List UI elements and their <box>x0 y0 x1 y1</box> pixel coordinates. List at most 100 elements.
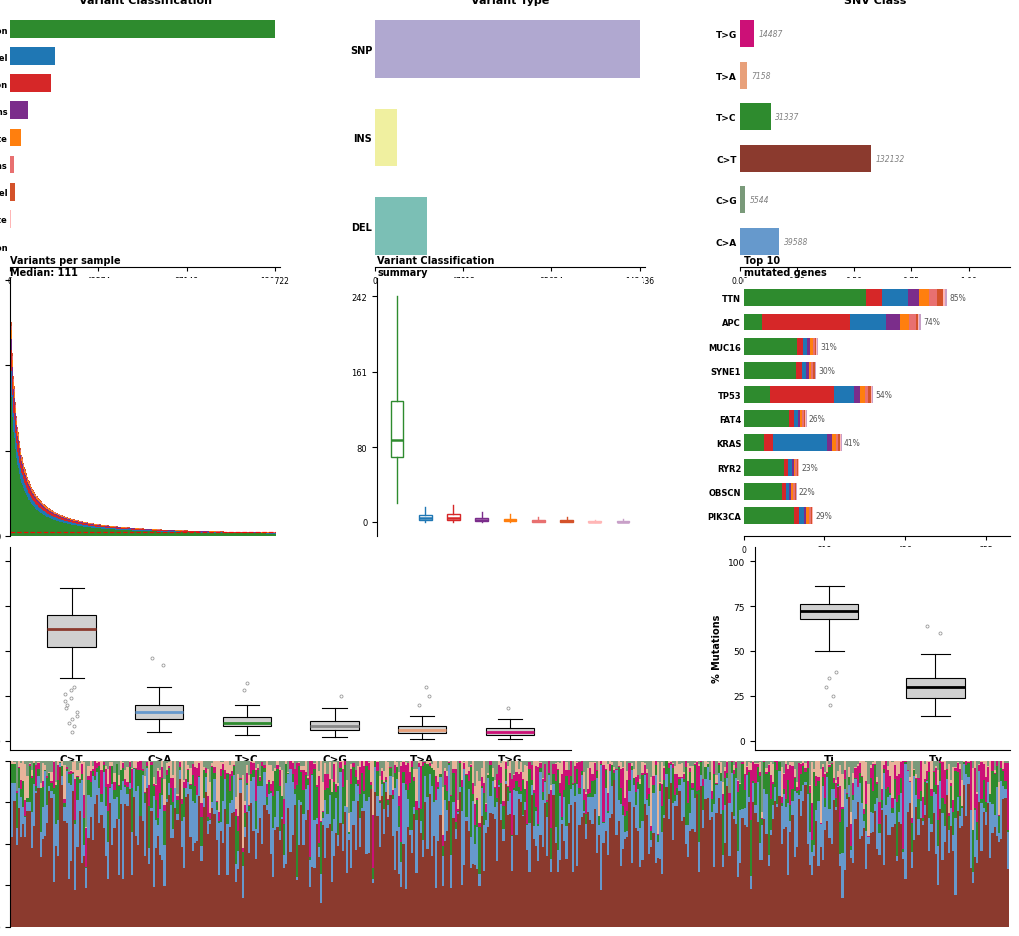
Bar <box>105 761 107 767</box>
Bar <box>554 765 556 781</box>
Bar <box>654 863 656 927</box>
Bar <box>549 872 552 927</box>
Bar <box>105 767 107 768</box>
Bar <box>22 825 24 927</box>
Bar <box>387 762 389 799</box>
Bar <box>222 718 271 726</box>
Bar <box>691 761 693 766</box>
Bar <box>74 761 76 780</box>
Bar <box>552 761 554 764</box>
Bar <box>995 787 997 837</box>
Bar <box>399 762 403 767</box>
Bar <box>620 805 622 866</box>
Bar <box>693 761 695 763</box>
Bar <box>908 314 915 331</box>
Bar <box>737 781 739 792</box>
Bar <box>291 763 293 774</box>
Bar <box>250 762 253 774</box>
Text: 54%: 54% <box>874 390 892 400</box>
Bar <box>582 812 585 927</box>
Bar <box>534 807 537 811</box>
Bar <box>782 773 785 774</box>
Bar <box>604 770 606 788</box>
Bar <box>716 766 719 773</box>
Bar <box>128 789 130 927</box>
Bar <box>291 836 293 927</box>
Bar <box>146 788 148 927</box>
Bar <box>664 761 666 775</box>
Bar <box>180 798 182 804</box>
Bar <box>810 763 812 803</box>
Bar <box>504 781 506 783</box>
Bar <box>984 761 986 777</box>
Bar <box>313 764 315 768</box>
Bar <box>341 852 343 927</box>
Bar <box>988 794 990 802</box>
Bar <box>226 761 228 773</box>
Bar <box>265 761 267 784</box>
Bar <box>117 785 120 786</box>
Bar <box>816 782 819 801</box>
Bar <box>393 766 395 773</box>
Bar <box>952 851 954 927</box>
Bar <box>422 841 424 857</box>
Bar <box>103 761 105 762</box>
Bar <box>48 773 50 786</box>
Bar <box>754 765 756 783</box>
Bar <box>140 816 142 927</box>
Bar <box>459 792 461 927</box>
Bar <box>754 761 756 764</box>
Bar <box>893 766 895 779</box>
Bar <box>747 770 749 772</box>
Bar <box>405 761 407 763</box>
Bar <box>956 761 958 763</box>
Bar <box>192 776 194 801</box>
Bar <box>213 768 215 773</box>
Bar <box>777 771 780 796</box>
Bar <box>706 764 708 768</box>
Bar <box>259 778 261 781</box>
Bar <box>565 763 567 769</box>
Bar <box>203 768 205 770</box>
Bar <box>159 777 161 794</box>
Bar <box>723 779 726 805</box>
Bar <box>558 783 560 794</box>
Bar <box>495 861 497 927</box>
Bar <box>669 783 672 927</box>
Bar <box>821 777 823 785</box>
Bar <box>474 786 476 804</box>
Bar <box>341 787 343 825</box>
Bar <box>230 812 232 927</box>
Bar <box>9 761 11 762</box>
Bar <box>616 799 620 821</box>
Bar <box>984 802 986 812</box>
Bar <box>977 765 979 771</box>
Bar <box>274 830 276 927</box>
Bar <box>630 767 632 770</box>
Bar <box>332 782 334 819</box>
Bar <box>415 801 417 811</box>
Bar <box>326 788 328 814</box>
Bar <box>921 818 923 822</box>
Bar <box>743 774 745 790</box>
Bar <box>796 460 798 476</box>
Bar <box>403 772 405 783</box>
Bar <box>230 771 232 776</box>
Bar <box>891 761 893 762</box>
Bar <box>407 764 409 790</box>
Bar <box>272 796 274 827</box>
Bar <box>943 826 945 842</box>
Bar <box>962 762 964 764</box>
Bar <box>365 767 367 801</box>
Bar <box>728 856 730 927</box>
Bar <box>153 786 155 797</box>
Bar <box>508 761 511 774</box>
Bar <box>378 801 380 803</box>
Bar <box>343 812 345 927</box>
Bar <box>502 800 504 806</box>
Bar <box>452 802 454 818</box>
Bar <box>752 761 754 762</box>
Bar <box>220 776 222 823</box>
Bar <box>192 764 194 776</box>
Bar <box>873 761 875 765</box>
